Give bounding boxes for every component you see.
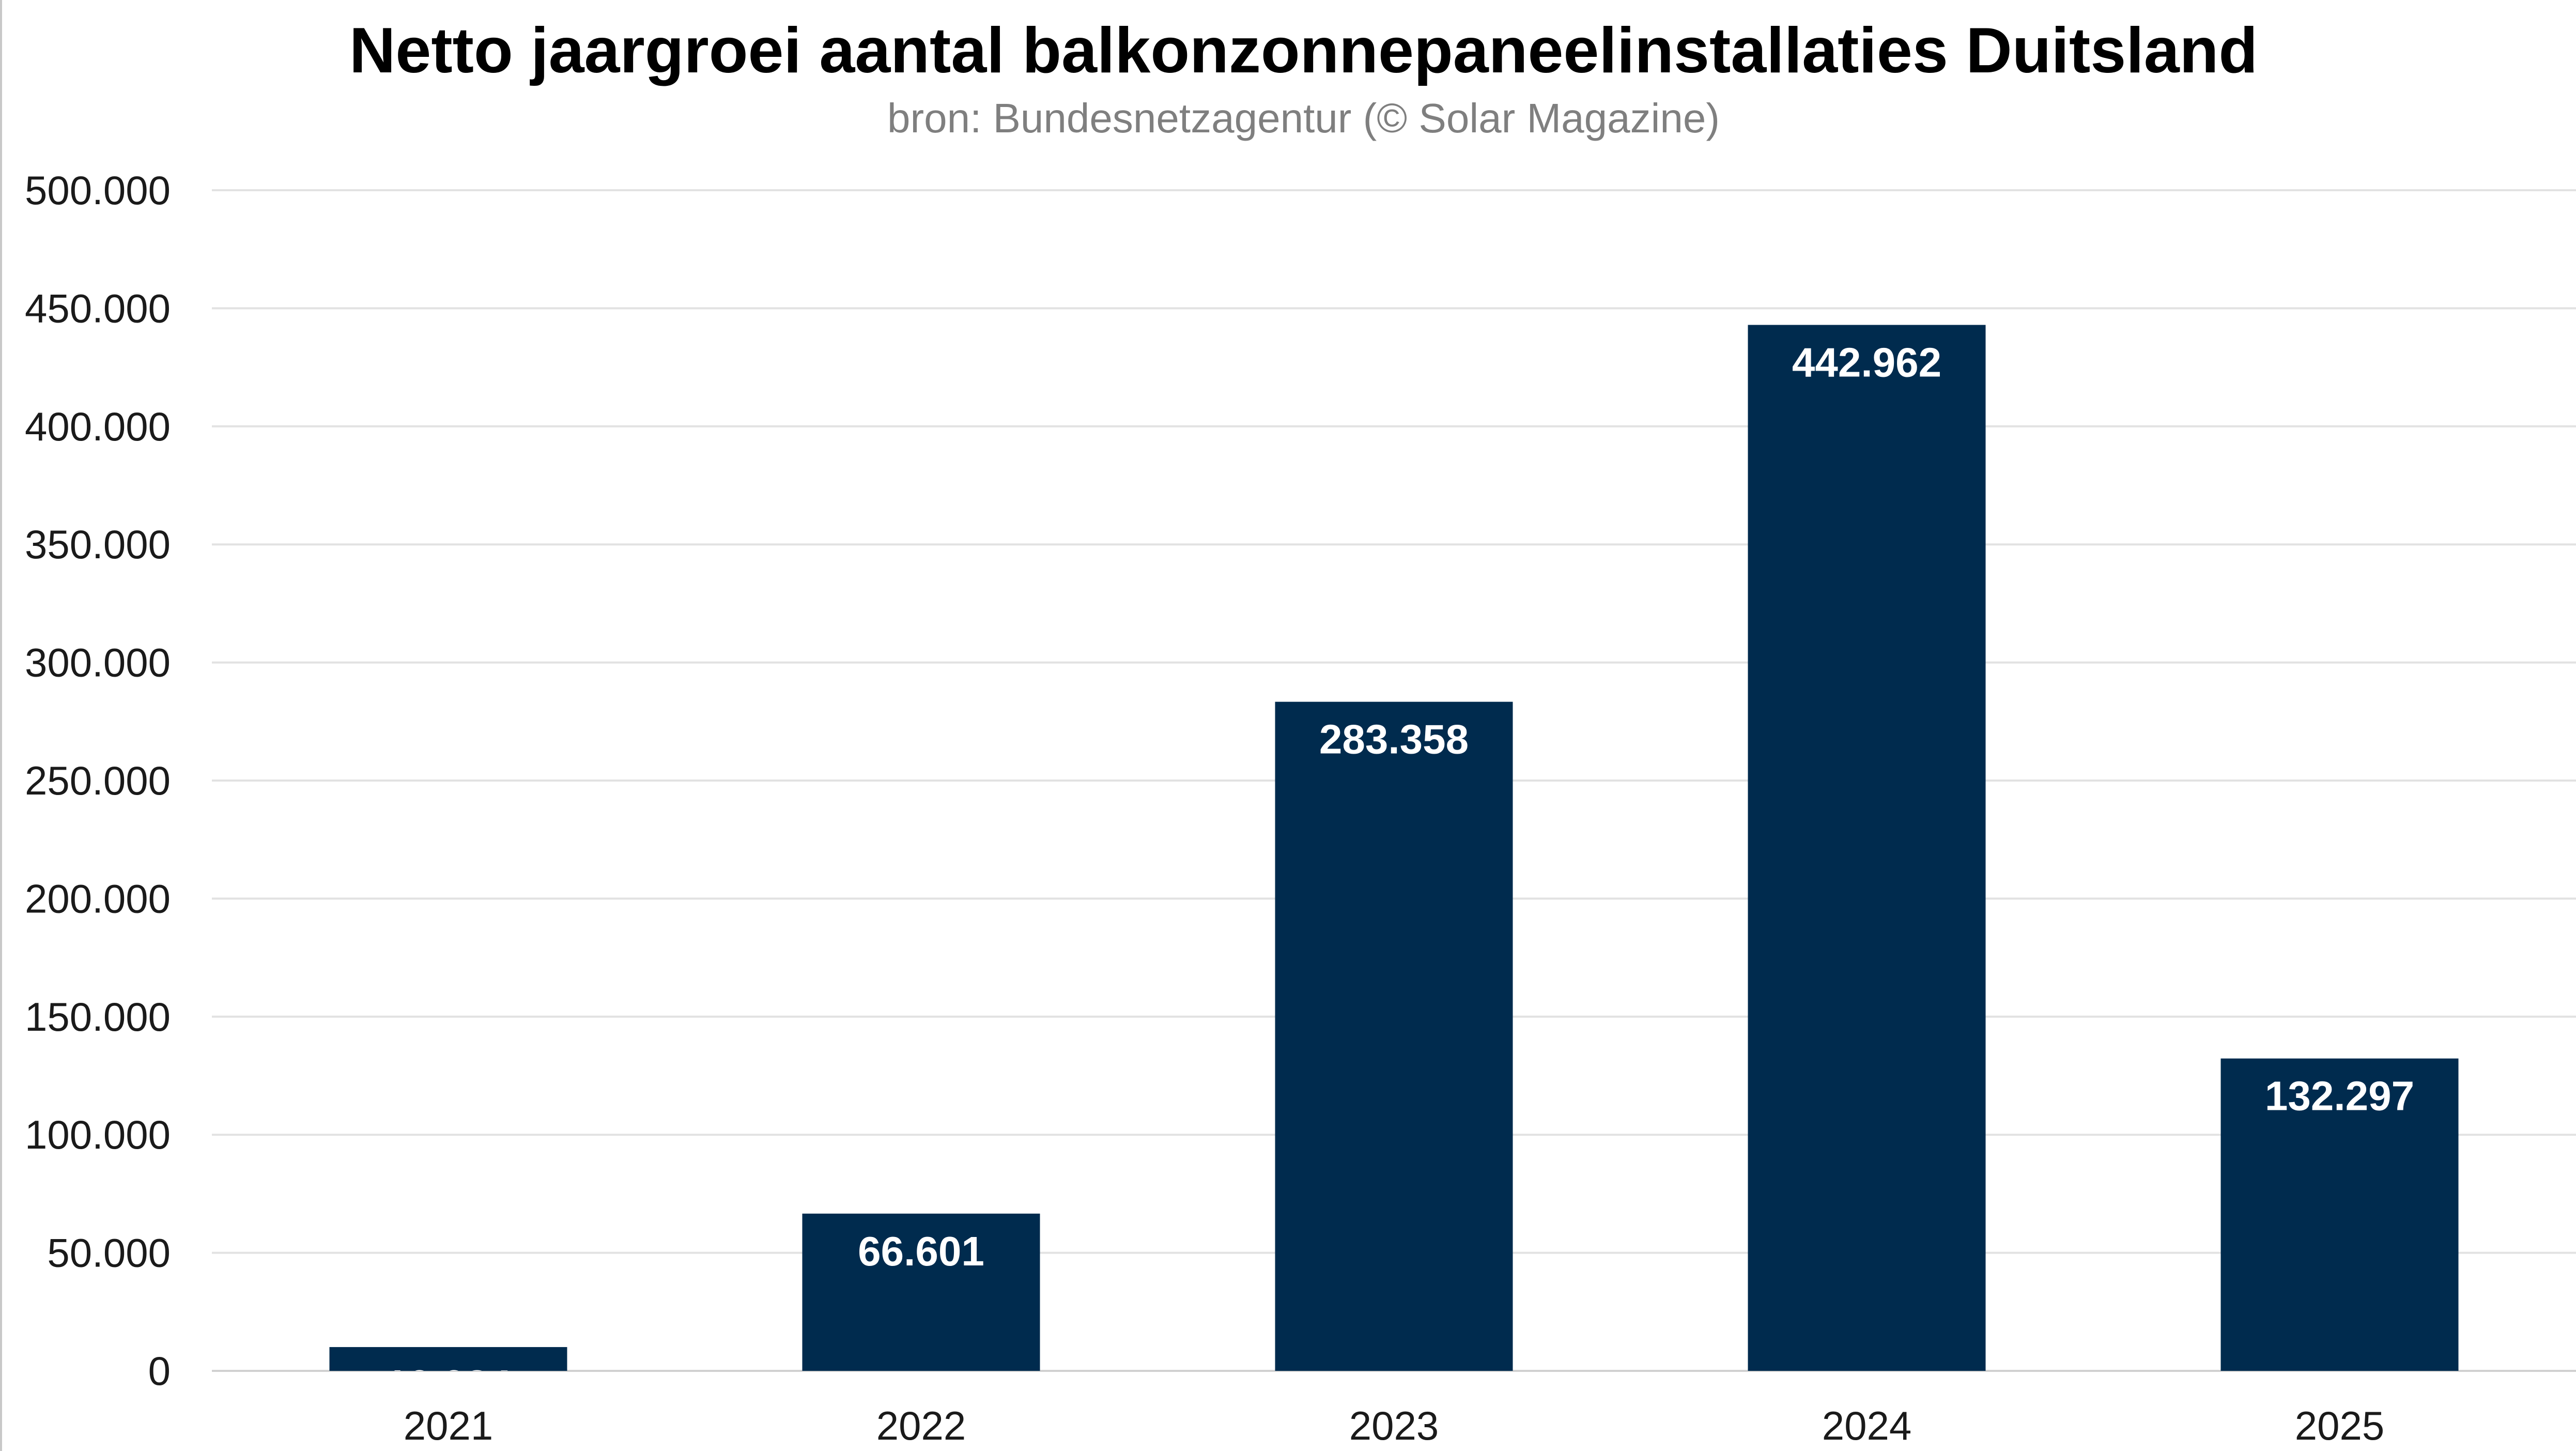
y-tick-label: 250.000 bbox=[25, 758, 171, 803]
x-tick-label: 2023 bbox=[1349, 1403, 1439, 1448]
y-tick-label: 300.000 bbox=[25, 640, 171, 685]
chart-title: Netto jaargroei aantal balkonzonnepaneel… bbox=[349, 15, 2258, 86]
bar-2025 bbox=[2220, 1058, 2459, 1371]
y-axis: 0 50.000 100.000 150.000 200.000 250.000 300.0… bbox=[25, 167, 171, 1394]
y-tick-label: 150.000 bbox=[25, 994, 171, 1040]
y-tick-label: 0 bbox=[148, 1348, 171, 1394]
bar-2022 bbox=[802, 1213, 1040, 1371]
x-tick-label: 2024 bbox=[1822, 1403, 1912, 1448]
bar-value-label-2024: 442.962 bbox=[1792, 340, 1941, 386]
x-axis: 2021 2022 2023 2024 2025 bbox=[404, 1403, 2385, 1448]
left-border bbox=[0, 0, 2, 1451]
bar-value-label-2023: 283.358 bbox=[1319, 716, 1469, 762]
bar-2021 bbox=[329, 1347, 567, 1371]
y-tick-label: 200.000 bbox=[25, 876, 171, 921]
y-tick-label: 450.000 bbox=[25, 285, 171, 331]
bar-2023 bbox=[1275, 701, 1513, 1371]
x-tick-label: 2025 bbox=[2295, 1403, 2385, 1448]
y-tick-label: 400.000 bbox=[25, 404, 171, 449]
chart-subtitle: bron: Bundesnetzagentur (© Solar Magazin… bbox=[887, 95, 1720, 141]
y-tick-label: 500.000 bbox=[25, 167, 171, 213]
bar-2024 bbox=[1748, 325, 1986, 1371]
x-tick-label: 2022 bbox=[876, 1403, 966, 1448]
bar-value-label-2025: 132.297 bbox=[2265, 1073, 2414, 1119]
bar-value-label-2021: 10.084 bbox=[385, 1362, 512, 1408]
y-tick-label: 100.000 bbox=[25, 1112, 171, 1157]
bar-value-label-2022: 66.601 bbox=[858, 1228, 984, 1274]
y-tick-label: 350.000 bbox=[25, 522, 171, 567]
x-tick-label: 2021 bbox=[404, 1403, 493, 1448]
y-tick-label: 50.000 bbox=[47, 1230, 171, 1276]
bars: 10.084 66.601 283.358 442.962 132.297 bbox=[329, 325, 2459, 1408]
